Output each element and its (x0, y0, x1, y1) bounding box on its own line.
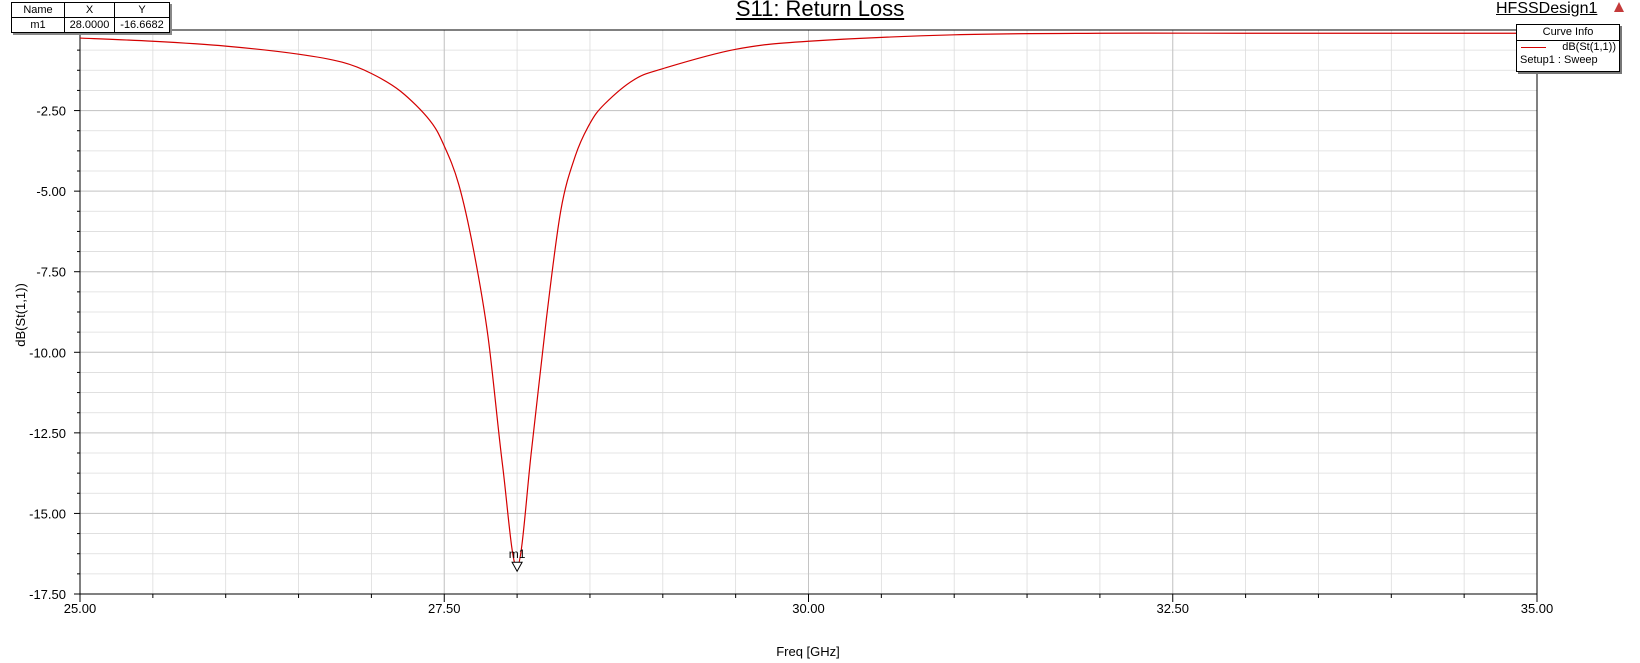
legend-sub-label: Setup1 : Sweep (1520, 54, 1598, 66)
y-axis-label: dB(St(1,1)) (13, 283, 28, 347)
x-tick-label: 30.00 (792, 601, 825, 616)
chart-title: S11: Return Loss (735, 0, 905, 21)
x-tick-label: 27.50 (428, 601, 461, 616)
markers-group: m1 (509, 547, 526, 573)
grid (79, 29, 1538, 595)
y-tick-label: -5.00 (36, 184, 66, 199)
legend-header: Curve Info (1517, 25, 1619, 41)
series-line[interactable] (79, 32, 1537, 568)
marker-table-header-x: X (64, 2, 115, 18)
marker-table-header-name: Name (11, 2, 65, 18)
design-name-link[interactable]: HFSSDesign1 (1496, 0, 1598, 17)
plot-frame (79, 29, 1538, 595)
marker-table[interactable]: Name X Y m1 28.0000 -16.6682 (11, 2, 170, 33)
marker-table-cell-name: m1 (11, 17, 65, 33)
y-tick-label: -7.50 (36, 265, 66, 280)
marker-table-header-y: Y (114, 2, 170, 18)
marker-table-row[interactable]: m1 28.0000 -16.6682 (11, 17, 170, 33)
y-tick-label: -2.50 (36, 104, 66, 119)
y-tick-label: -12.50 (29, 426, 66, 441)
legend-swatch (1521, 47, 1546, 48)
x-axis-label: Freq [GHz] (776, 644, 840, 659)
axes: 25.00 27.50 30.00 32.50 35.00 -2.50 -5.00 -7.50… (29, 29, 1554, 616)
y-tick-label: -17.50 (29, 587, 66, 602)
legend-box[interactable]: Curve Info dB(St(1,1)) Setup1 : Sweep (1516, 24, 1620, 72)
x-tick-label: 35.00 (1521, 601, 1554, 616)
series-group (79, 32, 1537, 568)
marker-table-cell-x: 28.0000 (64, 17, 115, 33)
marker-label: m1 (509, 547, 526, 561)
marker-triangle[interactable] (511, 561, 523, 573)
marker-table-cell-y: -16.6682 (114, 17, 170, 33)
x-tick-label: 32.50 (1156, 601, 1189, 616)
legend-entry-label: dB(St(1,1)) (1562, 41, 1616, 53)
legend-entry[interactable]: dB(St(1,1)) (1517, 41, 1619, 54)
y-tick-label: -15.00 (29, 506, 66, 521)
y-tick-label: -10.00 (29, 345, 66, 360)
warning-triangle-icon[interactable] (1614, 2, 1624, 12)
marker-table-header-row: Name X Y (11, 2, 170, 18)
x-tick-label: 25.00 (64, 601, 97, 616)
